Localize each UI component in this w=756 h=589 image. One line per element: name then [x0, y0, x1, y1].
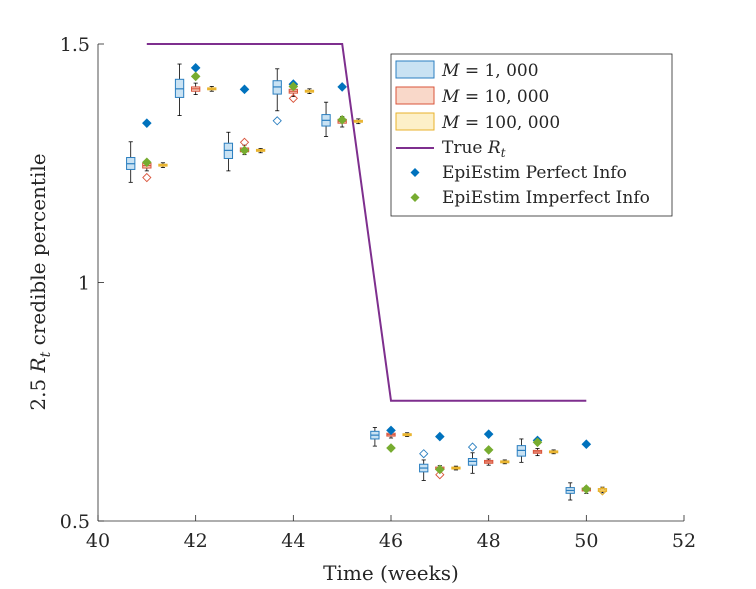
box-m1k-week-44-outlier-0	[272, 116, 282, 126]
epiestim-imperfect-point-week-42	[190, 71, 201, 82]
epiestim-perfect-point-week-47	[435, 431, 445, 442]
y-axis-label: 2.5 Rt credible percentile	[26, 153, 54, 410]
legend-label-perfect: EpiEstim Perfect Info	[442, 163, 627, 183]
y-tick-label-1: 1	[78, 273, 90, 295]
y-axis-label-suffix: credible percentile	[26, 153, 50, 351]
epiestim-imperfect-point-week-44	[288, 81, 299, 92]
legend: M = 1, 000 M = 10, 000 M = 100, 000 True…	[390, 53, 673, 217]
epiestim-imperfect-point-week-46	[386, 443, 396, 453]
box-m1k-week-47-outlier-0	[419, 449, 429, 459]
x-tick-label-40: 40	[86, 530, 110, 552]
epiestim-imperfect-point-week-41	[142, 157, 152, 168]
box-m10k-week-47-outlier-0	[435, 470, 445, 480]
y-tick-label-0.5: 0.5	[60, 511, 90, 533]
epiestim-imperfect-point-week-49	[532, 437, 543, 448]
epiestim-imperfect-point-week-50	[581, 484, 592, 494]
legend-label-true-rt: True Rt	[442, 138, 506, 160]
box-m100k-week-50-outlier-0	[597, 486, 608, 496]
legend-marker-imperfect	[410, 193, 420, 202]
x-tick-label-48: 48	[477, 530, 501, 552]
epiestim-imperfect-point-week-48	[483, 445, 494, 455]
epiestim-perfect-point-week-46	[386, 425, 396, 436]
plot-area	[126, 43, 608, 501]
epiestim-perfect-point-week-50	[581, 439, 592, 450]
x-tick-label-42: 42	[184, 530, 208, 552]
epiestim-imperfect-point-week-47	[435, 464, 445, 475]
x-tick-label-52: 52	[672, 530, 696, 552]
true-rt-line	[146, 43, 587, 402]
x-tick-label-46: 46	[379, 530, 403, 552]
epiestim-imperfect-point-week-43	[239, 145, 250, 156]
legend-swatch-m1k	[395, 60, 435, 79]
legend-label-m100k: M = 100, 000	[441, 113, 560, 133]
epiestim-perfect-point-week-42	[190, 63, 201, 73]
x-tick-label-50: 50	[574, 530, 598, 552]
tick-labels: 40 42 44 46 48 50 52 0.5 1 1.5	[60, 34, 696, 552]
x-axis-label: Time (weeks)	[323, 561, 459, 585]
epiestim-perfect-point-week-41	[142, 118, 152, 128]
legend-marker-perfect	[410, 168, 420, 177]
box-m10k-week-44-outlier-0	[288, 93, 298, 104]
epiestim-perfect-point-week-48	[483, 429, 494, 439]
epiestim-perfect-point-week-45	[337, 82, 347, 92]
legend-label-imperfect: EpiEstim Imperfect Info	[442, 188, 650, 208]
x-tick-label-44: 44	[281, 530, 305, 552]
legend-label-m1k: M = 1, 000	[441, 61, 539, 81]
legend-swatch-m100k	[395, 112, 435, 131]
legend-swatch-m10k	[395, 86, 435, 105]
epiestim-imperfect-point-week-45	[337, 115, 347, 125]
axes	[97, 43, 685, 522]
legend-frame	[390, 53, 673, 217]
box-m1k-week-48-outlier-0	[467, 442, 478, 452]
y-axis-label-prefix: 2.5	[26, 372, 50, 410]
y-axis-label-var: R	[26, 357, 50, 373]
box-m10k-week-41-outlier-0	[142, 172, 152, 183]
legend-label-m10k: M = 10, 000	[441, 87, 549, 107]
y-tick-label-1.5: 1.5	[60, 34, 90, 56]
epiestim-perfect-point-week-43	[239, 84, 250, 95]
y-axis-label-sub: t	[38, 351, 54, 357]
